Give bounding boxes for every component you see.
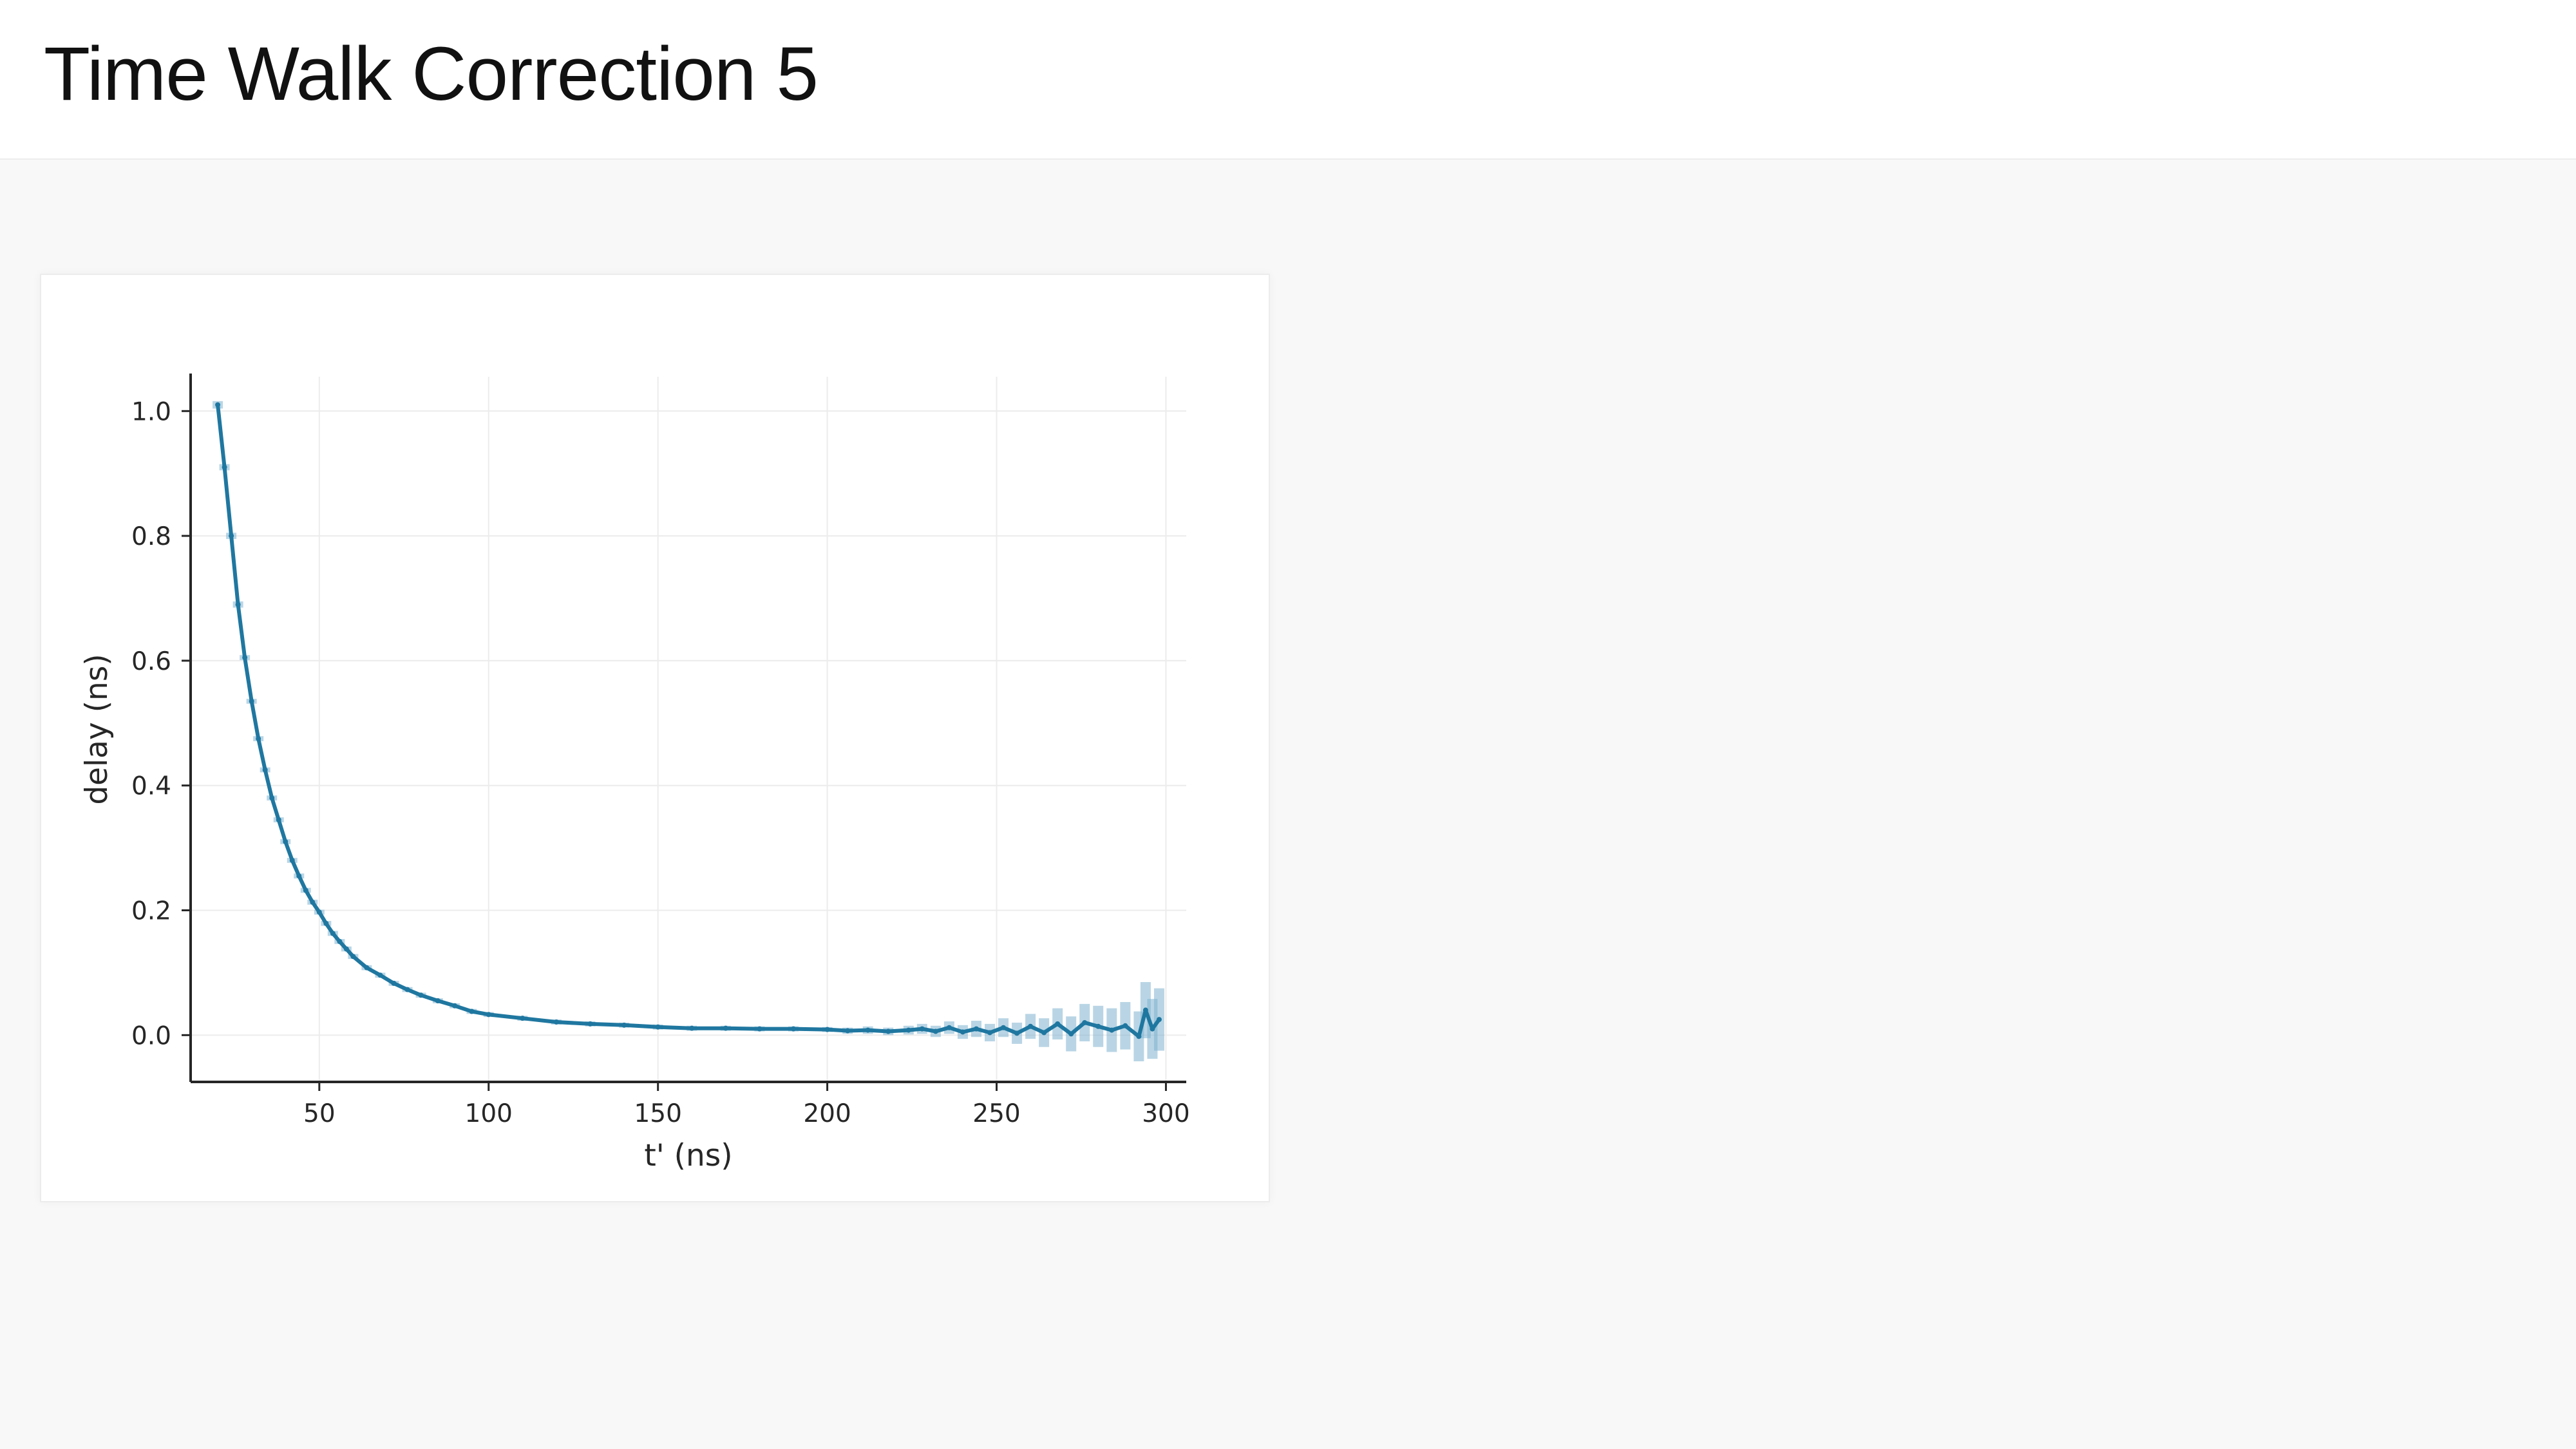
data-point	[933, 1028, 938, 1034]
data-point	[404, 987, 410, 992]
page-header: Time Walk Correction 5	[0, 0, 2576, 160]
data-point	[587, 1021, 593, 1027]
x-tick-label: 150	[634, 1099, 681, 1128]
delay-chart: 50 100 150 200 250 300 0.0 0.2 0.4 0.6 0.8 1.0 t' (…	[79, 374, 1190, 1173]
data-point	[283, 838, 289, 844]
data-point	[1028, 1023, 1034, 1029]
data-point	[1122, 1023, 1128, 1028]
y-tick-label: 0.6	[131, 647, 171, 676]
data-point	[452, 1003, 458, 1009]
data-point	[520, 1016, 526, 1021]
data-point	[1001, 1025, 1007, 1030]
axis-labels: t' (ns) delay (ns)	[79, 654, 733, 1173]
data-point	[1142, 1007, 1148, 1013]
y-tick-label: 0.4	[131, 772, 171, 801]
data-point	[757, 1026, 762, 1032]
page-title: Time Walk Correction 5	[44, 32, 819, 117]
data-point	[418, 992, 424, 998]
grid	[191, 377, 1186, 1082]
data-point	[364, 965, 370, 971]
data-point	[262, 767, 268, 773]
data-point	[316, 909, 322, 915]
x-tick-label: 250	[972, 1099, 1020, 1128]
data-point	[1095, 1023, 1101, 1029]
data-point	[689, 1025, 695, 1031]
data-point	[1068, 1031, 1074, 1037]
data-point	[723, 1025, 728, 1031]
data-point	[960, 1029, 965, 1035]
data-point	[276, 817, 281, 823]
data-point	[303, 887, 308, 893]
chart-card: 50 100 150 200 250 300 0.0 0.2 0.4 0.6 0.8 1.0 t' (…	[40, 274, 1270, 1202]
data-point	[946, 1025, 952, 1030]
y-tick-label: 0.0	[131, 1021, 171, 1050]
series-line-layer	[215, 402, 1162, 1039]
data-point	[865, 1027, 871, 1033]
data-point	[886, 1028, 891, 1034]
data-point	[655, 1024, 661, 1030]
data-point	[269, 795, 275, 801]
data-point	[296, 873, 302, 879]
data-point	[337, 938, 343, 944]
data-point	[1082, 1019, 1088, 1025]
x-tick-label: 300	[1142, 1099, 1189, 1128]
data-point	[973, 1026, 979, 1032]
data-point	[1014, 1030, 1020, 1036]
data-point	[486, 1012, 491, 1018]
data-point	[343, 946, 349, 952]
data-point	[1109, 1027, 1115, 1033]
data-point	[323, 920, 329, 926]
data-point	[242, 655, 248, 661]
data-point	[919, 1026, 925, 1032]
data-point	[1041, 1030, 1047, 1036]
x-tick-label: 100	[465, 1099, 513, 1128]
data-point	[1156, 1017, 1162, 1023]
data-point	[310, 899, 316, 905]
y-tick-label: 1.0	[131, 397, 171, 426]
series-line	[216, 404, 1161, 1039]
data-point	[249, 698, 254, 704]
data-point	[845, 1028, 851, 1034]
data-point	[330, 931, 336, 936]
data-point	[350, 954, 356, 960]
data-point	[289, 857, 295, 863]
data-point	[222, 464, 227, 470]
data-point	[824, 1027, 830, 1032]
data-point	[987, 1030, 993, 1036]
data-point	[553, 1019, 559, 1025]
error-band	[213, 401, 1164, 1062]
axes: 50 100 150 200 250 300 0.0 0.2 0.4 0.6 0.8 1.0	[131, 374, 1190, 1128]
data-point	[435, 998, 440, 1004]
data-point	[1136, 1034, 1142, 1039]
data-point	[1055, 1021, 1061, 1027]
data-point	[621, 1022, 627, 1028]
y-tick-label: 0.8	[131, 522, 171, 551]
data-point	[469, 1009, 475, 1014]
x-axis-label: t' (ns)	[644, 1138, 732, 1173]
data-point	[391, 980, 397, 986]
data-point	[235, 601, 241, 607]
data-point	[377, 972, 383, 978]
data-point	[905, 1027, 911, 1033]
x-tick-label: 50	[303, 1099, 336, 1128]
y-tick-label: 0.2	[131, 897, 171, 926]
data-point	[256, 736, 261, 742]
y-axis-label: delay (ns)	[79, 654, 115, 804]
data-point	[791, 1026, 797, 1032]
data-point	[229, 533, 234, 539]
data-point	[1150, 1026, 1155, 1032]
x-tick-label: 200	[803, 1099, 851, 1128]
data-point	[215, 402, 221, 408]
